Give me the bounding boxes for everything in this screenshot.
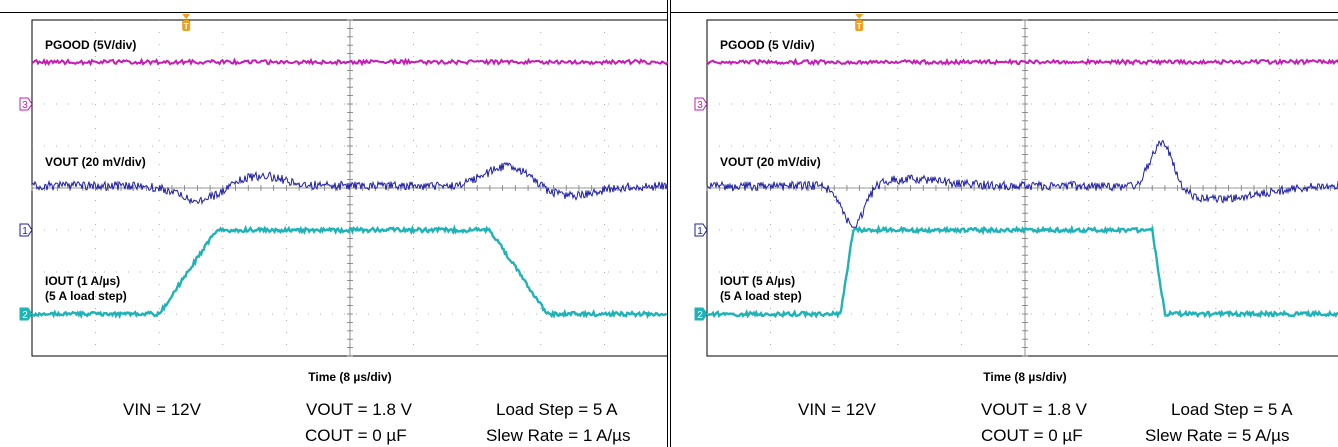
condition-vin: VIN = 12V	[123, 400, 201, 419]
scope-panel-left: T 3 1 2 PGOOD (5V/div) VOUT (20 mV/div) IOU…	[0, 0, 668, 447]
vout-trace	[31, 161, 668, 206]
condition-cout: COUT = 0 µF	[981, 426, 1083, 445]
vout-trace	[706, 139, 1338, 230]
trigger-marker-icon: T	[182, 14, 191, 31]
pgood-label: PGOOD (5 V/div)	[720, 38, 815, 52]
iout-label-2: (5 A load step)	[720, 289, 802, 303]
panel-top-border	[0, 12, 667, 13]
channel-2-marker: 2	[19, 307, 33, 321]
panel-top-border	[671, 12, 1338, 13]
iout-label-2: (5 A load step)	[45, 289, 127, 303]
svg-text:T: T	[184, 22, 189, 31]
channel-1-marker: 1	[19, 223, 33, 237]
iout-label: IOUT (1 A/µs)	[45, 274, 120, 288]
svg-text:1: 1	[22, 226, 28, 237]
condition-load-step: Load Step = 5 A	[496, 400, 618, 419]
condition-vin: VIN = 12V	[798, 400, 876, 419]
svg-text:3: 3	[697, 100, 703, 111]
svg-text:T: T	[857, 22, 862, 31]
condition-slew-rate: Slew Rate = 5 A/µs	[1145, 426, 1290, 445]
condition-slew-rate: Slew Rate = 1 A/µs	[486, 426, 631, 445]
oscilloscope-plot-left: T 3 1 2 PGOOD (5V/div) VOUT (20 mV/div) IOU…	[19, 14, 668, 384]
condition-vout: VOUT = 1.8 V	[981, 400, 1087, 419]
iout-label: IOUT (5 A/µs)	[720, 274, 795, 288]
svg-text:2: 2	[697, 310, 703, 321]
scope-panel-right: T 3 1 2 PGOOD (5 V/div) VOUT (20 mV/div) IO…	[670, 0, 1338, 447]
vout-label: VOUT (20 mV/div)	[720, 155, 821, 169]
condition-load-step: Load Step = 5 A	[1171, 400, 1293, 419]
condition-cout: COUT = 0 µF	[305, 426, 407, 445]
vout-label: VOUT (20 mV/div)	[45, 155, 146, 169]
svg-text:3: 3	[22, 100, 28, 111]
channel-1-marker: 1	[694, 223, 708, 237]
oscilloscope-plot-right: T 3 1 2 PGOOD (5 V/div) VOUT (20 mV/div) IO…	[694, 14, 1338, 384]
iout-trace	[706, 224, 1338, 319]
channel-3-marker: 3	[19, 97, 33, 111]
pgood-trace	[706, 57, 1338, 67]
iout-trace	[31, 224, 668, 320]
channel-3-marker: 3	[694, 97, 708, 111]
trigger-marker-icon: T	[855, 14, 864, 31]
time-axis-label: Time (8 µs/div)	[983, 370, 1066, 384]
condition-vout: VOUT = 1.8 V	[306, 400, 412, 419]
svg-text:1: 1	[697, 226, 703, 237]
pgood-trace	[31, 57, 668, 67]
svg-text:2: 2	[22, 310, 28, 321]
channel-2-marker: 2	[694, 307, 708, 321]
pgood-label: PGOOD (5V/div)	[45, 38, 136, 52]
time-axis-label: Time (8 µs/div)	[308, 370, 391, 384]
